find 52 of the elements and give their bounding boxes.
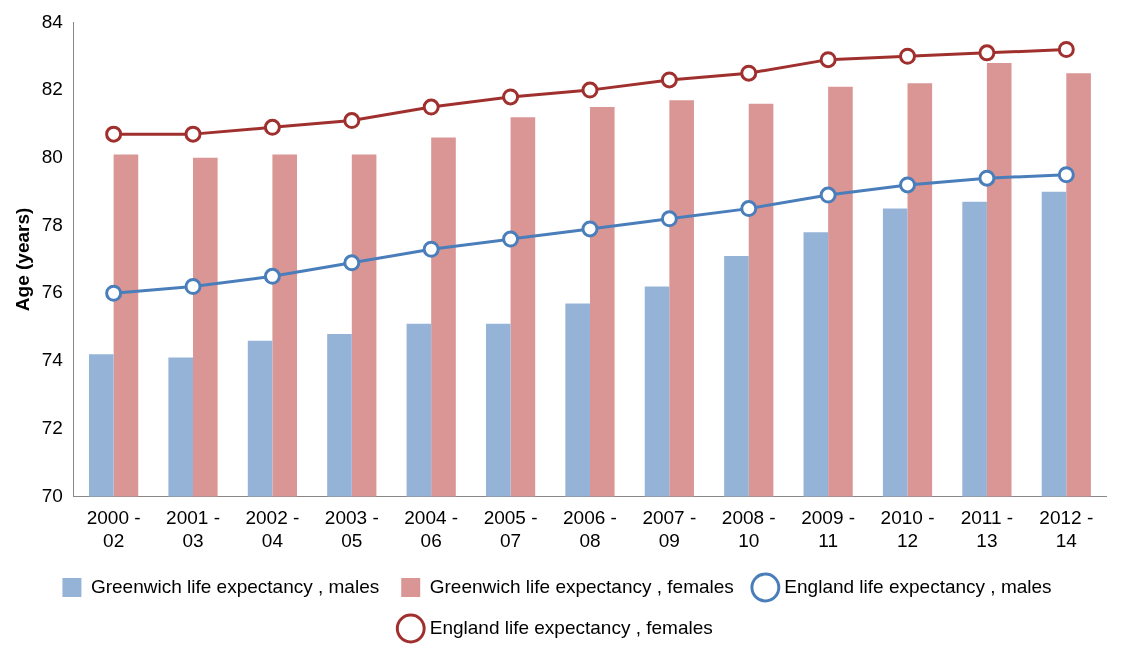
point [263, 267, 281, 285]
legend-label: England life expectancy , males [784, 575, 1052, 597]
x-tick-label: 2002 - 04 [245, 507, 300, 551]
y-tick-label: 82 [41, 78, 63, 100]
point [343, 254, 361, 272]
y-tick-label: 74 [41, 349, 64, 371]
y-tick-label: 80 [41, 146, 63, 168]
point [899, 47, 917, 65]
y-axis-title: Age (years) [11, 207, 33, 312]
point [502, 88, 520, 106]
x-tick-label: 2012 - 14 [1039, 507, 1094, 551]
legend-label: Greenwich life expectancy , males [90, 575, 380, 597]
point [422, 98, 440, 116]
point [819, 186, 837, 204]
point [184, 277, 202, 295]
legend-label: Greenwich life expectancy , females [429, 575, 734, 597]
point [978, 169, 996, 187]
point [422, 240, 440, 258]
point [343, 112, 361, 130]
x-tick-label: 2003 - 05 [324, 507, 379, 551]
point [978, 44, 996, 62]
x-tick-label: 2009 - 11 [801, 507, 856, 551]
y-tick-label: 78 [41, 213, 63, 235]
x-tick-label: 2008 - 10 [721, 507, 776, 551]
point [740, 64, 758, 82]
y-tick-label: 84 [41, 10, 64, 32]
point [502, 230, 520, 248]
point [184, 125, 202, 143]
x-tick-label: 2001 - 03 [166, 507, 220, 551]
point [581, 220, 599, 238]
x-tick-label: 2000 - 02 [86, 507, 141, 551]
point [819, 51, 837, 69]
x-tick-label: 2006 - 08 [563, 507, 617, 551]
x-tick-label: 2011 - 13 [960, 507, 1014, 551]
point [263, 118, 281, 136]
point [105, 125, 123, 143]
point [899, 176, 917, 194]
point [660, 71, 678, 89]
x-tick-label: 2010 - 12 [880, 507, 935, 551]
point [740, 200, 758, 218]
y-tick-label: 72 [41, 416, 63, 438]
point [660, 210, 678, 228]
point [1057, 40, 1075, 58]
y-tick-label: 76 [41, 281, 63, 303]
y-tick-label: 70 [41, 484, 63, 506]
x-tick-label: 2004 - 06 [404, 507, 459, 551]
point [105, 284, 123, 302]
point [1057, 166, 1075, 184]
x-tick-label: 2005 - 07 [483, 507, 538, 551]
point [581, 81, 599, 99]
x-tick-label: 2007 - 09 [642, 507, 697, 551]
legend-label: England life expectancy , females [429, 616, 713, 638]
